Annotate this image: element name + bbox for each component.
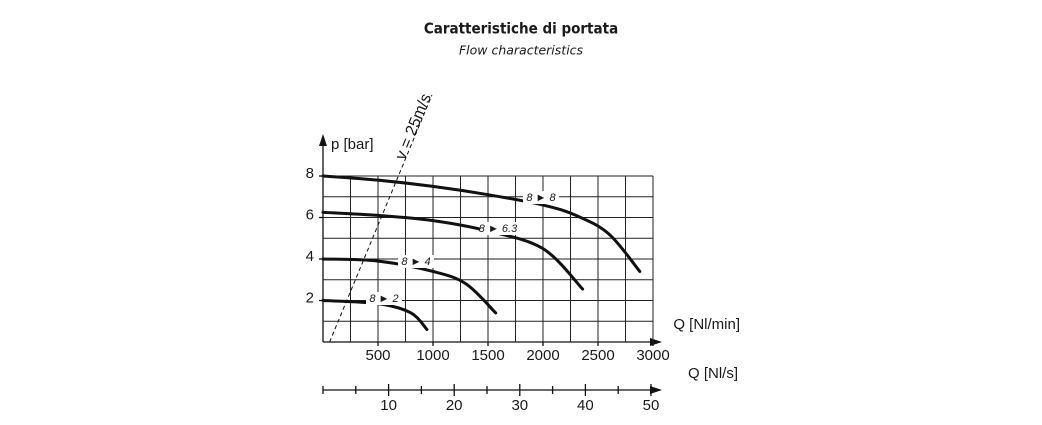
y-axis-label: p [bar] xyxy=(331,136,374,153)
y-tick-label: 4 xyxy=(306,248,314,265)
curve xyxy=(321,210,585,291)
curve-label: 8 ► 2 xyxy=(369,293,398,305)
label-bg xyxy=(366,292,402,305)
x-tick-label: 2000 xyxy=(526,347,559,364)
x-tick-label: 1000 xyxy=(416,347,449,364)
curve-label: 8 ► 8 xyxy=(526,192,556,204)
x2-tick-label: 40 xyxy=(577,397,594,414)
curve xyxy=(321,174,642,273)
y-tick-label: 2 xyxy=(306,289,314,306)
curve xyxy=(321,257,498,315)
y-tick-label: 8 xyxy=(306,165,314,182)
chart-title: Caratteristiche di portata xyxy=(424,20,618,38)
x-tick-label: 1500 xyxy=(471,347,504,364)
curve xyxy=(321,299,429,332)
x2-tick-label: 50 xyxy=(643,397,660,414)
x2-tick-label: 30 xyxy=(511,397,528,414)
x2-tick-label: 10 xyxy=(380,397,397,414)
x-tick-label: 3000 xyxy=(636,347,669,364)
y-tick-label: 6 xyxy=(306,206,314,223)
chart-subtitle: Flow characteristics xyxy=(459,43,584,58)
x-tick-label: 500 xyxy=(365,347,390,364)
reference-label: v = 25m/s xyxy=(393,91,435,162)
curve-label: 8 ► 4 xyxy=(401,256,430,268)
label-bg xyxy=(398,255,434,268)
x2-tick-label: 20 xyxy=(446,397,463,414)
label-bg xyxy=(480,222,516,235)
x2-axis-label: Q [Nl/s] xyxy=(688,365,738,382)
label-bg xyxy=(523,191,559,204)
x-tick-label: 2500 xyxy=(581,347,614,364)
x-axis-label: Q [Nl/min] xyxy=(673,316,740,333)
curve-label: 8 ► 6.3 xyxy=(479,223,518,235)
